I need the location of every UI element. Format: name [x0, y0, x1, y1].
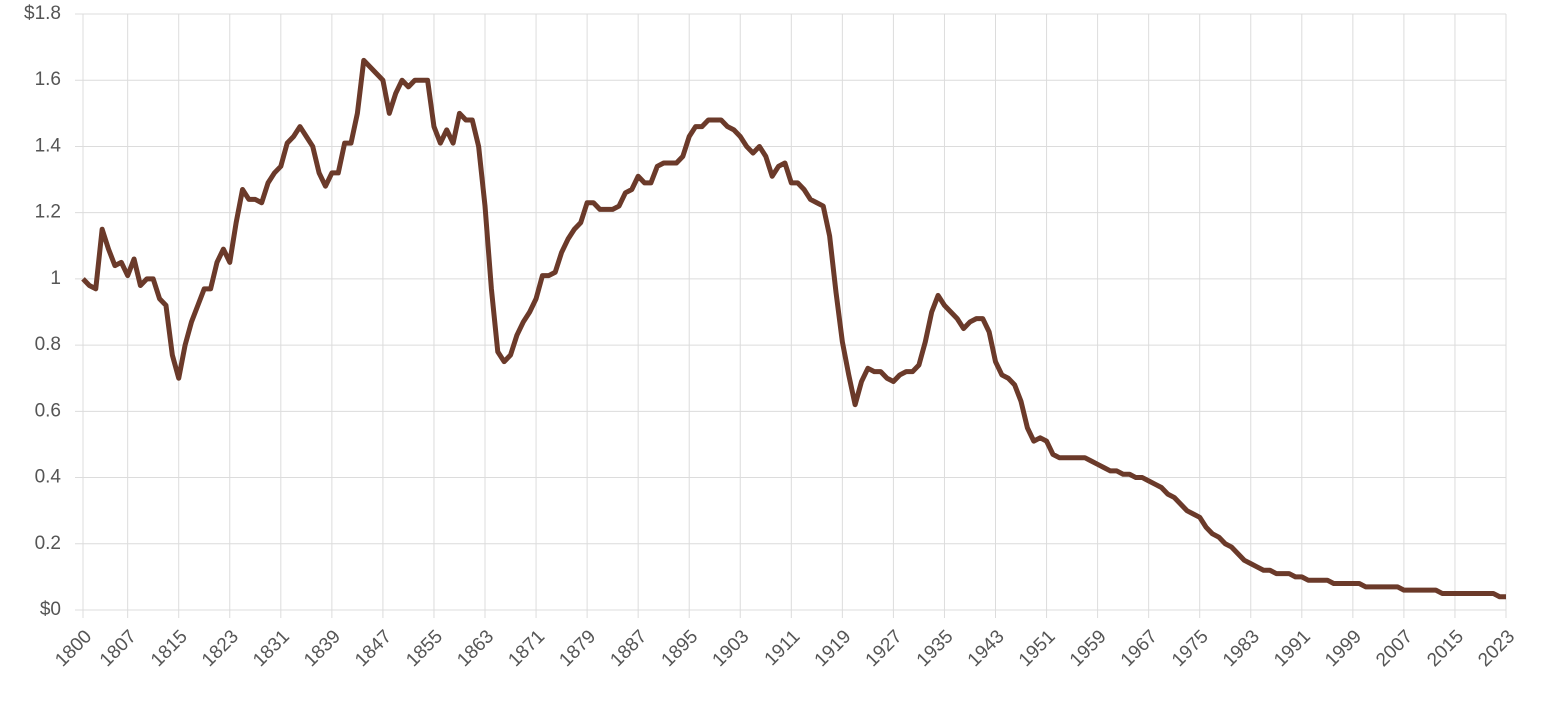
y-tick-label: 0.2 [35, 533, 61, 554]
x-tick-label: 1911 [761, 626, 805, 670]
x-tick-label: 1871 [504, 626, 549, 671]
x-tick-label: 1919 [811, 626, 856, 671]
x-tick-label: 1887 [606, 626, 651, 671]
y-tick-label: $0 [40, 599, 61, 620]
x-tick-label: 1927 [862, 626, 907, 671]
y-tick-label: $1.8 [24, 3, 61, 24]
x-tick-label: 1959 [1066, 626, 1111, 671]
data-line [81, 57, 1506, 600]
y-tick-label: 1.4 [35, 135, 62, 156]
x-tick-label: 1855 [402, 626, 447, 671]
x-tick-label: 1895 [658, 626, 703, 671]
y-tick-label: 1.2 [35, 202, 61, 223]
x-tick-label: 1903 [709, 626, 754, 671]
x-tick-label: 1967 [1117, 626, 1162, 671]
y-tick-label: 0.4 [35, 467, 62, 488]
x-tick-label: 1847 [351, 626, 396, 671]
x-tick-label: 2023 [1474, 626, 1519, 671]
x-tick-label: 1935 [913, 626, 958, 671]
x-tick-label: 1975 [1168, 626, 1213, 671]
x-tick-label: 1839 [300, 626, 345, 671]
x-tick-label: 1863 [453, 626, 498, 671]
x-tick-label: 1991 [1270, 626, 1315, 671]
x-tick-label: 1807 [96, 626, 141, 671]
x-tick-label: 2007 [1372, 626, 1417, 671]
x-tick-label: 1879 [555, 626, 600, 671]
x-tick-label: 1983 [1219, 626, 1264, 671]
y-tick-label: 0.8 [35, 334, 61, 355]
x-tick-label: 1800 [51, 626, 96, 671]
y-tick-label: 1.6 [35, 69, 61, 90]
x-tick-label: 1999 [1321, 626, 1366, 671]
x-tick-label: 1951 [1015, 626, 1060, 671]
y-tick-label: 1 [50, 268, 61, 289]
x-tick-label: 2015 [1423, 626, 1468, 671]
x-tick-label: 1823 [198, 626, 243, 671]
x-tick-label: 1943 [964, 626, 1009, 671]
y-tick-label: 0.6 [35, 400, 61, 421]
x-tick-label: 1815 [147, 626, 192, 671]
x-tick-label: 1831 [249, 626, 294, 671]
